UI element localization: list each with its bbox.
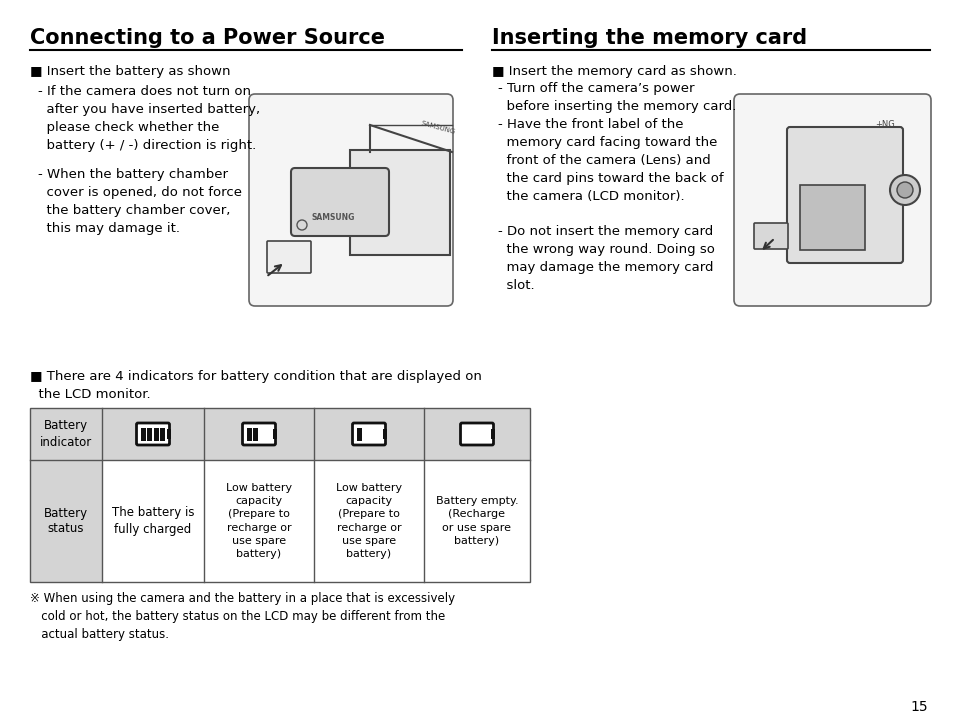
Bar [141, 428, 146, 441]
FancyBboxPatch shape [786, 127, 902, 263]
Circle shape [896, 182, 912, 198]
Bar [800, 185, 864, 250]
Polygon shape [350, 150, 450, 255]
FancyBboxPatch shape [242, 423, 275, 445]
Text: ■ There are 4 indicators for battery condition that are displayed on
  the LCD m: ■ There are 4 indicators for battery con… [30, 370, 481, 401]
FancyBboxPatch shape [352, 423, 385, 445]
Text: - Do not insert the memory card
  the wrong way round. Doing so
  may damage the: - Do not insert the memory card the wron… [497, 225, 714, 292]
Text: Inserting the memory card: Inserting the memory card [492, 28, 806, 48]
Bar [168, 429, 172, 439]
Text: Battery
status: Battery status [44, 506, 88, 536]
FancyBboxPatch shape [249, 94, 453, 306]
Text: +NG: +NG [874, 120, 894, 129]
Text: Battery
indicator: Battery indicator [40, 420, 92, 449]
Bar [274, 429, 277, 439]
Text: 15: 15 [909, 700, 927, 714]
Text: SAMSUNG: SAMSUNG [419, 120, 456, 135]
Text: - Turn off the camera’s power
  before inserting the memory card.: - Turn off the camera’s power before ins… [497, 82, 736, 113]
Bar [160, 428, 165, 441]
Text: ■ Insert the memory card as shown.: ■ Insert the memory card as shown. [492, 65, 736, 78]
Text: Battery empty.
(Recharge
or use spare
battery): Battery empty. (Recharge or use spare ba… [436, 496, 517, 546]
Text: The battery is
fully charged: The battery is fully charged [112, 505, 194, 536]
FancyBboxPatch shape [733, 94, 930, 306]
Bar [383, 429, 387, 439]
Text: Low battery
capacity
(Prepare to
recharge or
use spare
battery): Low battery capacity (Prepare to recharg… [226, 483, 292, 559]
Bar [253, 428, 258, 441]
Bar [147, 428, 152, 441]
Text: Connecting to a Power Source: Connecting to a Power Source [30, 28, 385, 48]
Text: SAMSUNG: SAMSUNG [312, 213, 355, 222]
Text: Low battery
capacity
(Prepare to
recharge or
use spare
battery): Low battery capacity (Prepare to recharg… [335, 483, 401, 559]
Text: ※ When using the camera and the battery in a place that is excessively
   cold o: ※ When using the camera and the battery … [30, 592, 455, 641]
Bar [30, 408, 530, 460]
Bar [30, 408, 530, 582]
Circle shape [889, 175, 919, 205]
Text: ■ Insert the battery as shown: ■ Insert the battery as shown [30, 65, 231, 78]
Bar [247, 428, 252, 441]
Text: - When the battery chamber
  cover is opened, do not force
  the battery chamber: - When the battery chamber cover is open… [38, 168, 242, 235]
Bar [491, 429, 495, 439]
Text: - Have the front label of the
  memory card facing toward the
  front of the cam: - Have the front label of the memory car… [497, 118, 723, 203]
FancyBboxPatch shape [291, 168, 389, 236]
FancyBboxPatch shape [460, 423, 493, 445]
Bar [30, 460, 102, 582]
FancyBboxPatch shape [267, 241, 311, 273]
Text: - If the camera does not turn on
  after you have inserted battery,
  please che: - If the camera does not turn on after y… [38, 85, 260, 152]
Bar [356, 428, 361, 441]
Bar [30, 408, 530, 582]
Bar [153, 428, 158, 441]
FancyBboxPatch shape [136, 423, 170, 445]
FancyBboxPatch shape [753, 223, 787, 249]
